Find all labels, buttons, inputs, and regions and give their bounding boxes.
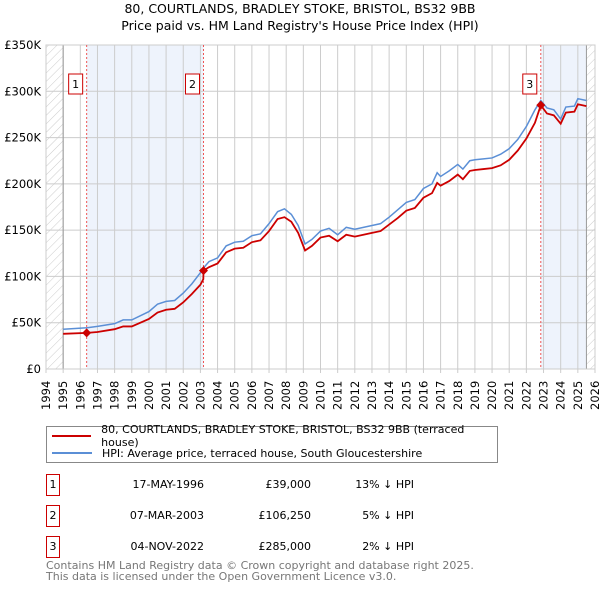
x-tick-label: 2026 bbox=[588, 381, 600, 410]
sale-marker: 1 bbox=[46, 474, 60, 496]
legend-swatch-blue bbox=[52, 452, 92, 454]
x-tick-label: 2013 bbox=[365, 381, 379, 410]
sale-marker: 2 bbox=[46, 505, 60, 527]
chart-title: 80, COURTLANDS, BRADLEY STOKE, BRISTOL, … bbox=[124, 1, 476, 16]
x-tick-label: 1997 bbox=[90, 381, 104, 410]
sale-label-box bbox=[68, 73, 84, 95]
sale-point bbox=[536, 100, 546, 110]
legend-item-hpi: HPI: Average price, terraced house, Sout… bbox=[52, 445, 422, 461]
x-tick-label: 2002 bbox=[176, 381, 190, 410]
y-tick-label: £100K bbox=[4, 269, 41, 283]
y-tick-label: £250K bbox=[4, 131, 41, 145]
sale-point bbox=[82, 328, 92, 338]
x-tick-label: 2003 bbox=[193, 381, 207, 410]
sale-hpi-diff: 5% ↓ HPI bbox=[362, 509, 414, 522]
x-tick-label: 1998 bbox=[108, 381, 122, 410]
sale-label: 2 bbox=[189, 78, 196, 91]
x-tick-label: 1994 bbox=[39, 381, 53, 410]
legend-swatch-red bbox=[52, 435, 92, 437]
chart: £0 £50K £100K £150K £200K £250K £300K £350K 1994… bbox=[4, 38, 600, 410]
x-tick-label: 2024 bbox=[554, 381, 568, 410]
legend-item-price-paid: 80, COURTLANDS, BRADLEY STOKE, BRISTOL, … bbox=[52, 423, 497, 449]
x-tick-label: 2019 bbox=[468, 381, 482, 410]
sale-price: £39,000 bbox=[265, 478, 312, 491]
sale-row: 3 04-NOV-2022 £285,000 2% ↓ HPI bbox=[46, 536, 466, 558]
y-tick-label: £350K bbox=[4, 38, 41, 52]
x-tick-label: 1995 bbox=[56, 381, 70, 410]
x-tick-label: 2018 bbox=[451, 381, 465, 410]
sale-point bbox=[198, 266, 208, 276]
y-tick-label: £300K bbox=[4, 84, 41, 98]
x-tick-label: 2007 bbox=[262, 381, 276, 410]
x-tick-label: 2012 bbox=[348, 381, 362, 410]
x-tick-label: 2016 bbox=[416, 381, 430, 410]
footer-licence: This data is licensed under the Open Gov… bbox=[46, 570, 397, 583]
x-tick-label: 2015 bbox=[399, 381, 413, 410]
sale-row: 1 17-MAY-1996 £39,000 13% ↓ HPI bbox=[46, 474, 466, 496]
x-tick-label: 2021 bbox=[502, 381, 516, 410]
sale-hpi-diff: 13% ↓ HPI bbox=[355, 478, 414, 491]
sale-date: 17-MAY-1996 bbox=[132, 478, 204, 491]
x-tick-label: 2025 bbox=[571, 381, 585, 410]
chart-subtitle: Price paid vs. HM Land Registry's House … bbox=[121, 18, 479, 33]
sale-price: £106,250 bbox=[258, 509, 312, 522]
shaded-region bbox=[86, 45, 204, 369]
shaded-region bbox=[540, 45, 587, 369]
y-tick-label: £0 bbox=[26, 362, 41, 376]
x-tick-label: 2008 bbox=[279, 381, 293, 410]
sale-row: 2 07-MAR-2003 £106,250 5% ↓ HPI bbox=[46, 505, 466, 527]
price-paid-line bbox=[63, 103, 587, 335]
legend-label: 80, COURTLANDS, BRADLEY STOKE, BRISTOL, … bbox=[101, 423, 465, 449]
y-tick-label: £200K bbox=[4, 177, 41, 191]
hatched-region bbox=[586, 45, 595, 369]
x-tick-label: 1999 bbox=[125, 381, 139, 410]
sale-marker: 3 bbox=[46, 536, 60, 558]
legend: 80, COURTLANDS, BRADLEY STOKE, BRISTOL, … bbox=[46, 423, 498, 463]
y-tick-label: £50K bbox=[12, 316, 42, 330]
x-tick-label: 2009 bbox=[296, 381, 310, 410]
x-tick-label: 2000 bbox=[142, 381, 156, 410]
sale-date: 04-NOV-2022 bbox=[130, 540, 204, 553]
legend-label: HPI: Average price, terraced house, Sout… bbox=[102, 446, 423, 460]
x-tick-label: 2004 bbox=[211, 381, 225, 410]
sale-label-box bbox=[184, 73, 200, 95]
hatched-region bbox=[46, 45, 64, 369]
x-tick-label: 2022 bbox=[519, 381, 533, 410]
x-tick-label: 2017 bbox=[434, 381, 448, 410]
x-tick-label: 2006 bbox=[245, 381, 259, 410]
plot-border bbox=[45, 44, 596, 370]
sale-label: 3 bbox=[526, 78, 533, 91]
x-tick-label: 2023 bbox=[537, 381, 551, 410]
sale-price: £285,000 bbox=[258, 540, 312, 553]
sale-date: 07-MAR-2003 bbox=[129, 509, 204, 522]
x-tick-label: 1996 bbox=[73, 381, 87, 410]
footer-copyright: Contains HM Land Registry data © Crown c… bbox=[46, 559, 474, 572]
x-tick-label: 2010 bbox=[314, 381, 328, 410]
x-tick-label: 2014 bbox=[382, 381, 396, 410]
x-tick-label: 2020 bbox=[485, 381, 499, 410]
hpi-line bbox=[63, 97, 587, 330]
sale-label: 1 bbox=[72, 78, 79, 91]
x-tick-label: 2005 bbox=[228, 381, 242, 410]
x-tick-label: 2001 bbox=[159, 381, 173, 410]
y-tick-label: £150K bbox=[4, 223, 41, 237]
sale-label-box bbox=[522, 73, 538, 95]
sale-hpi-diff: 2% ↓ HPI bbox=[362, 540, 414, 553]
x-tick-label: 2011 bbox=[331, 381, 345, 410]
